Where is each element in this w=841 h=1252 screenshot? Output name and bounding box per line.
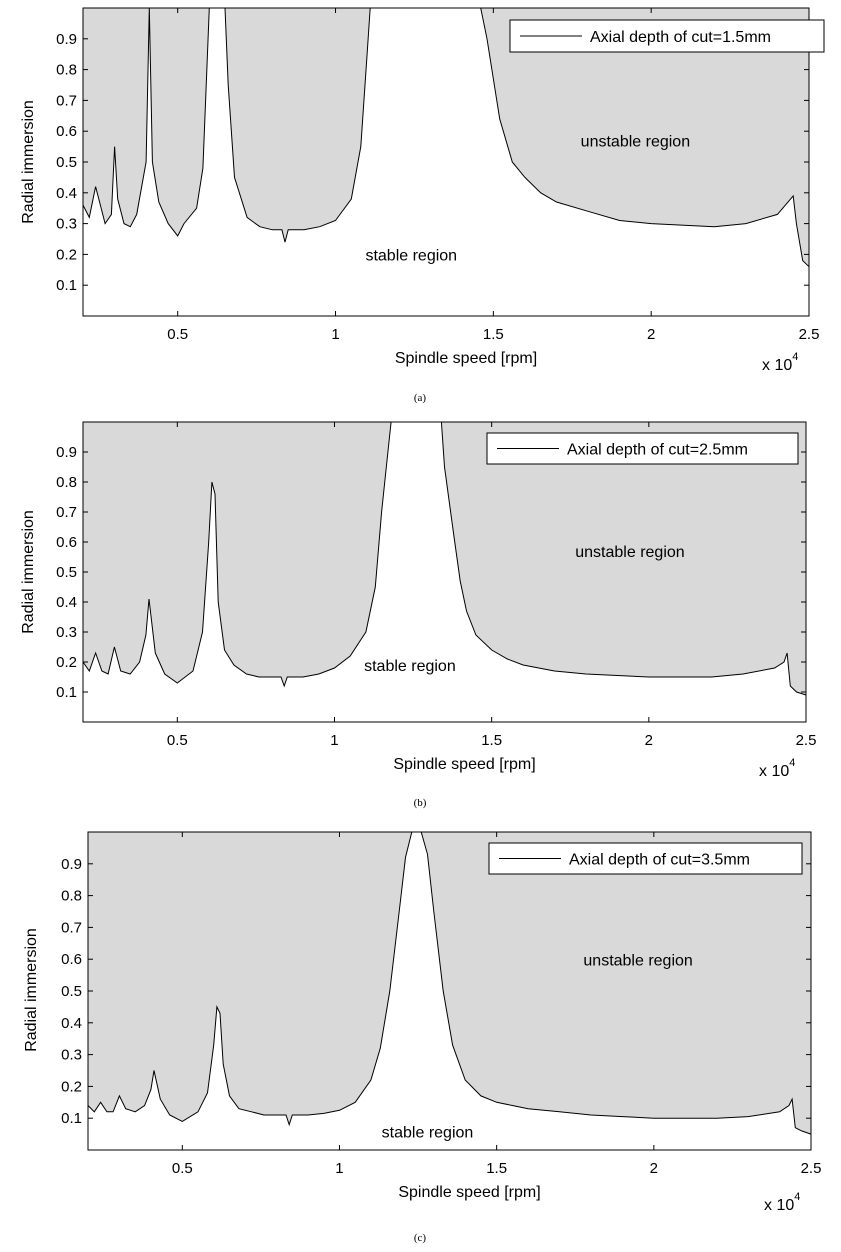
x-axis-multiplier-exponent: 4: [789, 757, 795, 769]
x-tick-label: 1: [331, 326, 339, 343]
x-tick-label: 2: [650, 1160, 658, 1177]
y-tick-label: 0.5: [61, 983, 82, 1000]
x-axis-label: Spindle speed [rpm]: [395, 350, 537, 367]
y-tick-label: 0.1: [61, 1110, 82, 1127]
chart-panel-c: 0.5 1 1.5 2 2.5 0.1 0.2 0.3 0.4 0.5 0.6 0.7 0.8 0.9 Sp…: [23, 831, 822, 1244]
y-tick-label: 0.9: [56, 31, 77, 48]
x-axis-multiplier: x 104: [762, 351, 798, 374]
x-axis-label: Spindle speed [rpm]: [398, 1184, 540, 1201]
y-tick-label: 0.7: [56, 92, 77, 109]
y-tick-label: 0.6: [56, 534, 77, 551]
legend-label: Axial depth of cut=1.5mm: [590, 29, 771, 46]
y-tick-label: 0.7: [56, 504, 77, 521]
x-axis-multiplier-base: x 10: [764, 1197, 794, 1214]
y-tick-label: 0.3: [56, 216, 77, 233]
y-axis-label: Radial immersion: [20, 100, 37, 224]
x-tick-label: 2.5: [796, 732, 817, 749]
stability-boundary-line: [87, 831, 812, 1135]
y-tick-label: 0.9: [61, 856, 82, 873]
y-tick-label: 0.8: [56, 474, 77, 491]
unstable-region-label: unstable region: [581, 134, 690, 151]
y-tick-label: 0.5: [56, 154, 77, 171]
stable-region-label: stable region: [365, 248, 457, 265]
legend: Axial depth of cut=1.5mm: [509, 19, 825, 53]
y-tick-label: 0.4: [61, 1015, 82, 1032]
panel-caption: (a): [414, 392, 427, 404]
panel-caption: (b): [414, 797, 427, 809]
x-tick-label: 0.5: [172, 1160, 193, 1177]
unstable-region-fill: [83, 8, 809, 267]
x-tick-label: 2.5: [799, 326, 820, 343]
stability-boundary-line: [82, 7, 810, 268]
legend-label: Axial depth of cut=2.5mm: [567, 442, 748, 459]
y-axis-label: Radial immersion: [20, 510, 37, 634]
unstable-region-fill: [88, 832, 811, 1135]
x-tick-label: 1: [330, 732, 338, 749]
x-tick-label: 1.5: [481, 732, 502, 749]
legend-label: Axial depth of cut=3.5mm: [569, 852, 750, 869]
x-axis-multiplier: x 104: [759, 757, 795, 780]
legend: Axial depth of cut=2.5mm: [486, 432, 799, 465]
y-tick-label: 0.5: [56, 564, 77, 581]
y-tick-label: 0.8: [56, 62, 77, 79]
y-tick-label: 0.7: [61, 919, 82, 936]
y-tick-label: 0.4: [56, 594, 77, 611]
x-tick-label: 1.5: [486, 1160, 507, 1177]
y-tick-label: 0.9: [56, 444, 77, 461]
y-tick-label: 0.1: [56, 684, 77, 701]
y-tick-label: 0.3: [61, 1047, 82, 1064]
unstable-region-fill: [83, 422, 806, 695]
x-axis-multiplier-base: x 10: [759, 763, 789, 780]
y-tick-label: 0.2: [61, 1078, 82, 1095]
panel-caption: (c): [414, 1232, 427, 1244]
y-tick-label: 0.6: [56, 123, 77, 140]
stability-boundary-line: [82, 421, 807, 696]
y-axis-label: Radial immersion: [23, 928, 40, 1052]
x-axis-multiplier-exponent: 4: [792, 351, 798, 363]
y-tick-label: 0.8: [61, 888, 82, 905]
y-tick-label: 0.6: [61, 951, 82, 968]
x-axis-label: Spindle speed [rpm]: [393, 756, 535, 773]
y-tick-label: 0.4: [56, 185, 77, 202]
stable-region-label: stable region: [364, 658, 456, 675]
x-axis-multiplier-base: x 10: [762, 357, 792, 374]
x-tick-label: 2: [647, 326, 655, 343]
y-tick-label: 0.1: [56, 277, 77, 294]
x-tick-label: 2.5: [801, 1160, 822, 1177]
unstable-region-label: unstable region: [575, 544, 684, 561]
x-axis-multiplier-exponent: 4: [794, 1191, 800, 1203]
x-tick-label: 1: [335, 1160, 343, 1177]
stable-region-label: stable region: [382, 1124, 474, 1141]
unstable-region-label: unstable region: [583, 953, 692, 970]
x-tick-label: 0.5: [167, 732, 188, 749]
legend: Axial depth of cut=3.5mm: [488, 842, 803, 875]
y-tick-label: 0.2: [56, 246, 77, 263]
chart-panel-a: 0.5 1 1.5 2 2.5 0.1 0.2 0.3 0.4 0.5 0.6 0.7 0.8 0.9 Sp…: [20, 7, 825, 404]
chart-panel-b: 0.5 1 1.5 2 2.5 0.1 0.2 0.3 0.4 0.5 0.6 0.7 0.8 0.9 Sp…: [20, 421, 817, 809]
y-tick-label: 0.3: [56, 624, 77, 641]
x-tick-label: 0.5: [167, 326, 188, 343]
x-tick-label: 1.5: [483, 326, 504, 343]
x-tick-label: 2: [645, 732, 653, 749]
x-axis-multiplier: x 104: [764, 1191, 800, 1214]
y-tick-label: 0.2: [56, 654, 77, 671]
